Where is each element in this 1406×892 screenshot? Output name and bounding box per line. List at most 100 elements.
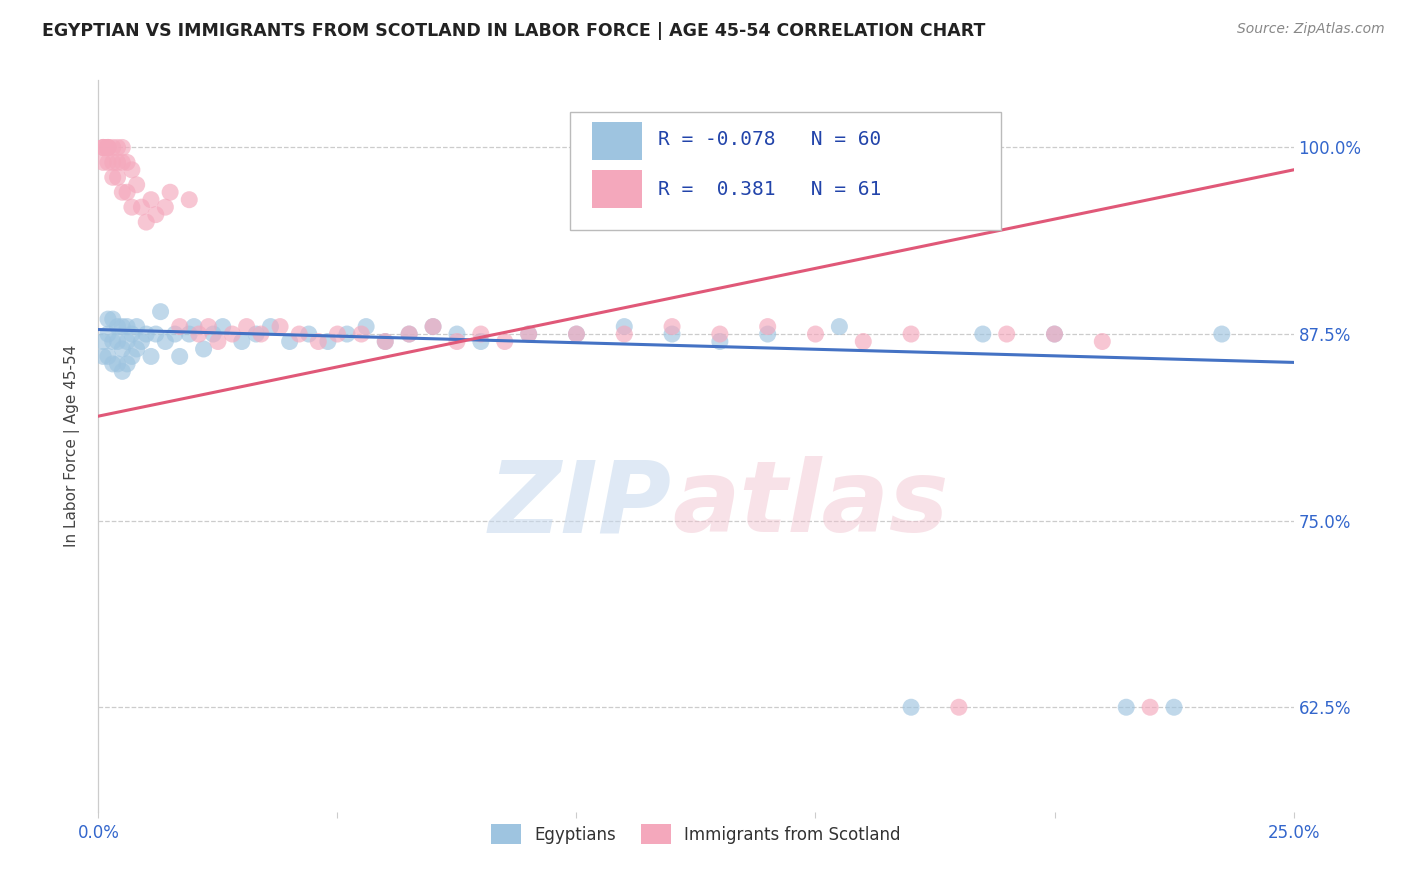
Point <box>121 200 143 214</box>
Point <box>97 350 120 364</box>
Point <box>169 350 191 364</box>
FancyBboxPatch shape <box>592 122 643 160</box>
Point <box>97 326 120 341</box>
Point <box>169 319 191 334</box>
Point <box>231 334 253 349</box>
Point <box>111 140 134 154</box>
Point <box>131 200 153 214</box>
Point <box>125 319 148 334</box>
Point <box>245 326 267 341</box>
Text: Source: ZipAtlas.com: Source: ZipAtlas.com <box>1237 22 1385 37</box>
Point <box>202 326 225 341</box>
Point <box>111 319 134 334</box>
Point <box>121 162 143 177</box>
Point <box>149 304 172 318</box>
Text: EGYPTIAN VS IMMIGRANTS FROM SCOTLAND IN LABOR FORCE | AGE 45-54 CORRELATION CHAR: EGYPTIAN VS IMMIGRANTS FROM SCOTLAND IN … <box>42 22 986 40</box>
Point <box>91 140 114 154</box>
Point <box>398 326 420 341</box>
Point <box>111 364 134 378</box>
Point <box>221 326 243 341</box>
Point <box>179 193 201 207</box>
FancyBboxPatch shape <box>571 112 1001 230</box>
Point <box>1211 326 1233 341</box>
Point <box>97 155 120 169</box>
Point <box>111 155 134 169</box>
Point <box>565 326 588 341</box>
Point <box>709 326 731 341</box>
Point <box>115 319 138 334</box>
Point <box>1091 334 1114 349</box>
Point <box>121 326 143 341</box>
Point <box>278 334 301 349</box>
Legend: Egyptians, Immigrants from Scotland: Egyptians, Immigrants from Scotland <box>484 817 908 851</box>
Point <box>613 319 636 334</box>
Point <box>107 155 129 169</box>
Point <box>972 326 994 341</box>
Point <box>307 334 329 349</box>
Point <box>107 140 129 154</box>
Point <box>756 326 779 341</box>
Point <box>115 334 138 349</box>
Point <box>91 140 114 154</box>
Point <box>828 319 851 334</box>
Point <box>145 208 167 222</box>
Point <box>115 155 138 169</box>
Point <box>183 319 205 334</box>
Point <box>288 326 311 341</box>
Point <box>125 342 148 356</box>
Point <box>517 326 540 341</box>
Point <box>107 170 129 185</box>
Text: atlas: atlas <box>672 456 949 553</box>
Text: R = -0.078   N = 60: R = -0.078 N = 60 <box>658 130 882 149</box>
Point <box>91 140 114 154</box>
Point <box>661 326 683 341</box>
Point <box>235 319 257 334</box>
Point <box>145 326 167 341</box>
Point <box>101 334 124 349</box>
Point <box>350 326 373 341</box>
Point <box>709 334 731 349</box>
Point <box>107 357 129 371</box>
Point <box>139 193 162 207</box>
Point <box>135 215 157 229</box>
Point <box>446 326 468 341</box>
Point <box>211 319 233 334</box>
Point <box>517 326 540 341</box>
Point <box>187 326 209 341</box>
Point <box>159 186 181 200</box>
Point <box>422 319 444 334</box>
Point <box>131 334 153 349</box>
Point <box>259 319 281 334</box>
Text: R =  0.381   N = 61: R = 0.381 N = 61 <box>658 180 882 199</box>
Point <box>1163 700 1185 714</box>
Point <box>250 326 273 341</box>
Point <box>101 312 124 326</box>
Point <box>107 334 129 349</box>
Point <box>207 334 229 349</box>
Point <box>1139 700 1161 714</box>
Point <box>139 350 162 364</box>
Point <box>852 334 875 349</box>
Y-axis label: In Labor Force | Age 45-54: In Labor Force | Age 45-54 <box>63 345 80 547</box>
Point <box>269 319 291 334</box>
Point <box>111 186 134 200</box>
Point <box>107 319 129 334</box>
Point <box>948 700 970 714</box>
Point <box>494 334 516 349</box>
Point <box>97 312 120 326</box>
Point <box>336 326 359 341</box>
Point <box>115 357 138 371</box>
Point <box>101 140 124 154</box>
Point <box>1043 326 1066 341</box>
Point <box>298 326 321 341</box>
Point <box>135 326 157 341</box>
Point <box>115 186 138 200</box>
Point <box>1043 326 1066 341</box>
Point <box>179 326 201 341</box>
Point <box>804 326 827 341</box>
FancyBboxPatch shape <box>592 170 643 209</box>
Point <box>163 326 186 341</box>
Point <box>1115 700 1137 714</box>
Point <box>97 140 120 154</box>
Point <box>101 155 124 169</box>
